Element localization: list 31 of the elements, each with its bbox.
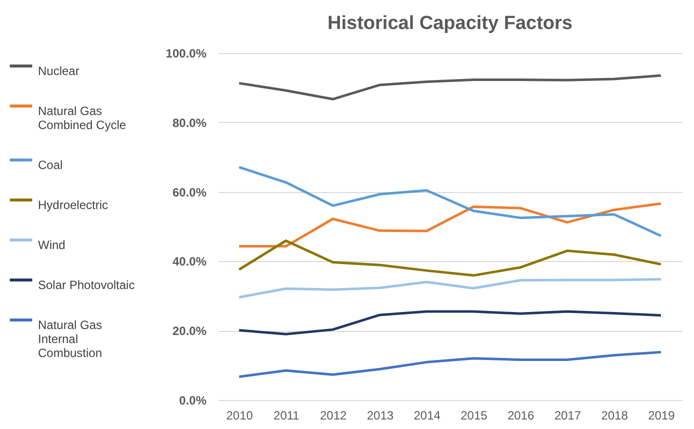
line-series — [238, 239, 662, 277]
legend-label: Natural Gas Combined Cycle — [38, 104, 126, 132]
line-series — [238, 278, 662, 299]
x-tick-label: 2014 — [414, 408, 441, 422]
x-tick-label: 2019 — [648, 408, 676, 422]
legend-label: Nuclear — [38, 64, 80, 78]
legend-label: Hydroelectric — [38, 198, 108, 212]
chart-title: Historical Capacity Factors — [328, 13, 572, 34]
legend-label: Coal — [38, 158, 63, 172]
legend-label: Natural Gas Internal Combustion — [38, 318, 102, 360]
x-tick-label: 2011 — [274, 408, 300, 422]
legend-label: Solar Photovoltaic — [38, 278, 135, 292]
y-tick-label: 100.0% — [166, 46, 207, 60]
line-series — [238, 350, 662, 378]
x-tick-label: 2013 — [366, 408, 394, 422]
line-series — [238, 202, 662, 248]
line-series — [238, 166, 662, 238]
x-tick-label: 2015 — [460, 408, 488, 422]
y-tick-label: 20.0% — [172, 324, 207, 338]
x-tick-label: 2016 — [507, 408, 534, 422]
legend-label: Wind — [38, 238, 66, 252]
y-tick-label: 80.0% — [172, 116, 207, 130]
x-tick-label: 2012 — [320, 408, 347, 422]
line-series — [238, 310, 662, 336]
line-series — [238, 74, 662, 100]
y-tick-label: 60.0% — [172, 185, 207, 200]
y-tick-label: 0.0% — [179, 394, 207, 408]
x-tick-label: 2018 — [601, 408, 628, 422]
y-tick-label: 40.0% — [172, 254, 207, 269]
x-tick-label: 2017 — [554, 408, 582, 422]
x-tick-label: 2010 — [226, 408, 254, 422]
